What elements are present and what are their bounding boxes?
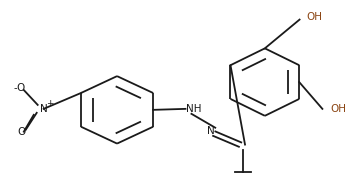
Text: -O: -O	[14, 83, 26, 93]
Text: OH: OH	[330, 104, 346, 114]
Text: N: N	[207, 126, 215, 136]
Text: N: N	[40, 104, 47, 114]
Text: O: O	[18, 127, 26, 137]
Text: NH: NH	[186, 104, 201, 114]
Text: +: +	[46, 99, 53, 108]
Text: OH: OH	[306, 12, 322, 22]
